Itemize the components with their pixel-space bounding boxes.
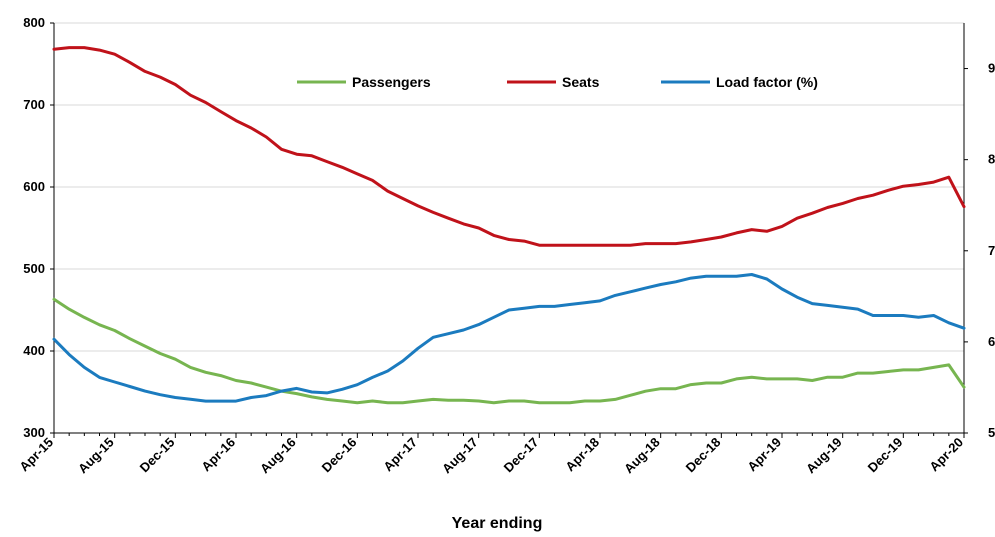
y2-tick-label: 50 bbox=[988, 425, 995, 440]
x-tick-label: Apr-17 bbox=[380, 435, 420, 475]
gridlines bbox=[54, 22, 964, 352]
y-tick-label: 400 bbox=[23, 343, 45, 358]
legend-label-seats: Seats bbox=[562, 74, 600, 90]
legend-label-passengers: Passengers bbox=[352, 74, 431, 90]
x-tick-label: Aug-18 bbox=[621, 435, 663, 477]
x-tick-label: Dec-16 bbox=[319, 435, 360, 476]
series-line-load-factor bbox=[52, 273, 966, 403]
left-y-tick-labels: 300 400 500 600 700 800 bbox=[23, 15, 45, 440]
series-line-passengers bbox=[52, 297, 966, 405]
y-tick-label: 300 bbox=[23, 425, 45, 440]
right-y-tick-labels: 50 60 70 80 90 bbox=[988, 61, 995, 440]
x-tick-label: Dec-17 bbox=[501, 435, 542, 476]
x-tick-label: Apr-18 bbox=[562, 435, 602, 475]
series-lines bbox=[52, 46, 966, 405]
y2-tick-label: 70 bbox=[988, 243, 995, 258]
y2-tick-label: 80 bbox=[988, 152, 995, 167]
x-tick-label: Dec-19 bbox=[865, 435, 906, 476]
legend-label-load-factor: Load factor (%) bbox=[716, 74, 818, 90]
x-tick-label: Aug-15 bbox=[75, 435, 117, 477]
x-tick-label: Apr-15 bbox=[16, 435, 56, 475]
y2-tick-label: 60 bbox=[988, 334, 995, 349]
y-tick-label: 600 bbox=[23, 179, 45, 194]
x-axis-label: Year ending bbox=[452, 515, 543, 532]
x-tick-label: Aug-16 bbox=[257, 435, 299, 477]
x-tick-label: Dec-18 bbox=[683, 435, 724, 476]
x-tick-label: Aug-17 bbox=[439, 435, 481, 477]
x-tick-label: Apr-16 bbox=[198, 435, 238, 475]
x-tick-label: Aug-19 bbox=[803, 435, 845, 477]
y-tick-label: 500 bbox=[23, 261, 45, 276]
legend: Passengers Seats Load factor (%) bbox=[297, 74, 818, 90]
y2-tick-label: 90 bbox=[988, 61, 995, 76]
x-tick-label: Apr-19 bbox=[744, 435, 784, 475]
y-tick-label: 700 bbox=[23, 97, 45, 112]
x-tick-label: Apr-20 bbox=[926, 435, 966, 475]
y-tick-label: 800 bbox=[23, 15, 45, 30]
series-line-seats bbox=[52, 46, 966, 247]
x-tick-label: Dec-15 bbox=[137, 435, 178, 476]
x-tick-labels: Apr-15 Aug-15 Dec-15 Apr-16 Aug-16 Dec-16 Apr-… bbox=[16, 435, 966, 477]
axes bbox=[50, 22, 968, 438]
